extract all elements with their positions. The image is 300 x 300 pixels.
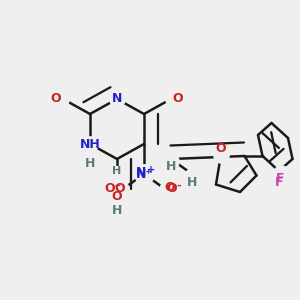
Text: O: O: [215, 142, 226, 155]
Text: H: H: [85, 157, 95, 170]
Text: H: H: [166, 160, 176, 173]
Text: N: N: [136, 166, 146, 179]
Text: -: -: [176, 180, 181, 190]
Text: N⁺: N⁺: [136, 167, 152, 181]
Text: H: H: [187, 176, 197, 188]
Text: H: H: [112, 166, 122, 176]
Text: F: F: [276, 172, 285, 185]
Text: O: O: [112, 190, 122, 203]
Text: F: F: [275, 176, 283, 190]
Text: O: O: [164, 181, 175, 194]
Text: NH: NH: [80, 137, 100, 151]
Text: O: O: [115, 182, 125, 196]
Text: N: N: [112, 92, 122, 106]
Text: H: H: [112, 203, 122, 217]
Text: O: O: [172, 92, 183, 106]
Text: O⁻: O⁻: [104, 182, 122, 196]
Text: O: O: [51, 92, 62, 106]
Text: +: +: [147, 165, 156, 176]
Text: O: O: [167, 182, 177, 196]
